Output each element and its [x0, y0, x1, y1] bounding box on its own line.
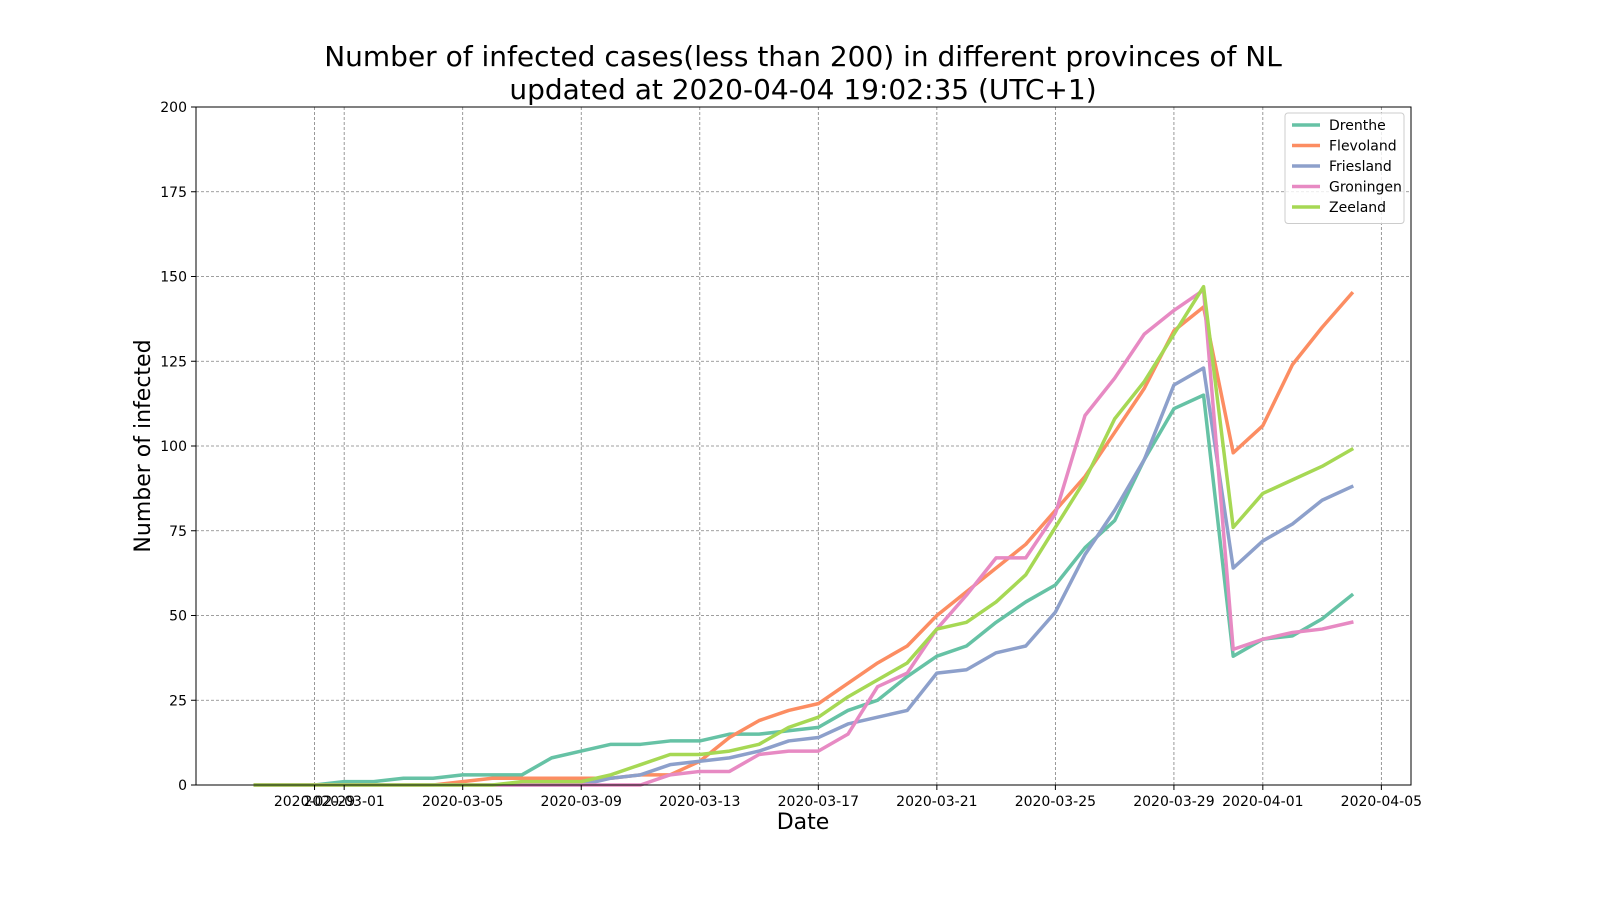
chart-title-line2: updated at 2020-04-04 19:02:35 (UTC+1)	[509, 73, 1096, 106]
x-tick-label: 2020-04-01	[1222, 794, 1303, 810]
y-tick-label: 0	[178, 778, 187, 794]
legend-box	[1284, 112, 1405, 224]
y-tick-label: 75	[169, 524, 187, 540]
x-tick-label: 2020-04-05	[1341, 794, 1422, 810]
y-tick-label: 175	[160, 185, 187, 201]
x-tick-label: 2020-02-29	[274, 794, 355, 810]
series-line-drenthe	[253, 393, 1355, 787]
x-tick-label: 2020-03-09	[541, 794, 622, 810]
x-tick-label: 2020-03-29	[1133, 794, 1214, 810]
y-tick-label: 200	[160, 100, 187, 116]
chart-title-line1: Number of infected cases(less than 200) …	[324, 40, 1282, 73]
legend-label-groningen: Groningen	[1329, 180, 1402, 196]
legend-label-zeeland: Zeeland	[1329, 200, 1386, 216]
legend-label-flevoland: Flevoland	[1329, 139, 1397, 155]
x-tick-label: 2020-03-17	[778, 794, 859, 810]
y-tick-label: 125	[160, 354, 187, 370]
y-axis-label: Number of infected	[131, 339, 156, 552]
x-tick-label: 2020-03-01	[303, 794, 384, 810]
legend-label-friesland: Friesland	[1329, 159, 1392, 175]
x-tick-label: 2020-03-13	[659, 794, 740, 810]
y-tick-label: 25	[169, 693, 187, 709]
y-tick-label: 50	[169, 609, 187, 625]
x-axis-label: Date	[777, 810, 830, 835]
x-tick-label: 2020-03-05	[422, 794, 503, 810]
legend-label-drenthe: Drenthe	[1329, 118, 1386, 134]
x-tick-label: 2020-03-21	[896, 794, 977, 810]
x-tick-label: 2020-03-25	[1015, 794, 1096, 810]
y-tick-label: 150	[160, 270, 187, 286]
y-tick-label: 100	[160, 439, 187, 455]
y-axis-ticks: 0 25 50 75 100 125 150 175 200	[160, 100, 196, 794]
legend: Drenthe Flevoland Friesland Groningen Zeelan…	[1284, 112, 1405, 224]
